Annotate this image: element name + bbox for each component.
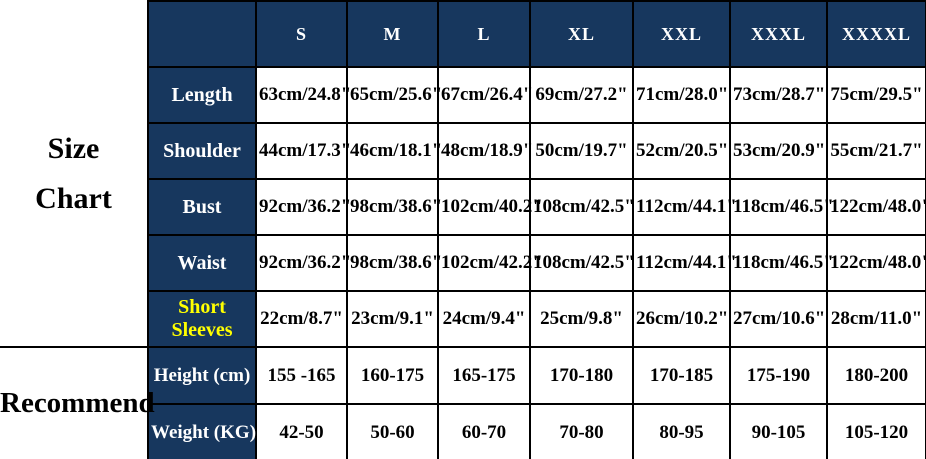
size-chart-title-line2: Chart: [35, 181, 112, 215]
row-label-weight: Weight (KG): [147, 403, 257, 459]
cell-waist-xl: 108cm/42.5": [529, 234, 635, 292]
cell-weight-s: 42-50: [255, 403, 348, 459]
cell-bust-m: 98cm/38.6": [346, 178, 442, 236]
cell-shoulder-l: 48cm/18.9": [437, 122, 533, 180]
row-length: Length 63cm/24.8" 65cm/25.6" 67cm/26.4" …: [0, 66, 926, 124]
cell-waist-s: 92cm/36.2": [255, 234, 351, 292]
cell-length-xl: 69cm/27.2": [529, 66, 634, 124]
cell-shoulder-s: 44cm/17.3": [255, 122, 351, 180]
row-label-short-sleeves: Short Sleeves: [147, 290, 257, 348]
size-header-xxxl: XXXL: [729, 0, 828, 68]
cell-bust-s: 92cm/36.2": [255, 178, 351, 236]
header-row: Size Chart S M L XL XXL XXXL XXXXL: [0, 0, 926, 347]
size-header-l: L: [437, 0, 531, 68]
row-shoulder: Shoulder 44cm/17.3" 46cm/18.1" 48cm/18.9…: [0, 122, 926, 180]
cell-bust-xxl: 112cm/44.1": [632, 178, 737, 236]
cell-height-xxxxl: 180-200: [826, 346, 926, 405]
row-label-bust: Bust: [147, 178, 257, 236]
size-header-xxl: XXL: [632, 0, 731, 68]
cell-height-xxxl: 175-190: [729, 346, 828, 405]
corner-cell: [147, 0, 257, 68]
size-header-m: M: [346, 0, 439, 68]
cell-waist-xxl: 112cm/44.1": [632, 234, 737, 292]
row-label-height: Height (cm): [147, 346, 257, 405]
size-header-xxxxl: XXXXL: [826, 0, 926, 68]
cell-weight-xl: 70-80: [529, 403, 634, 459]
recommend-section-title: Recommend: [0, 346, 155, 459]
cell-height-xxl: 170-185: [632, 346, 731, 405]
cell-height-m: 160-175: [346, 346, 439, 405]
cell-waist-xxxl: 118cm/46.5": [729, 234, 834, 292]
cell-length-s: 63cm/24.8": [255, 66, 351, 124]
row-height: Recommend Height (cm) 155 -165 160-175 1…: [0, 346, 926, 459]
cell-weight-l: 60-70: [437, 403, 531, 459]
size-header-s: S: [255, 0, 348, 68]
cell-short-sleeves-s: 22cm/8.7": [255, 290, 348, 348]
cell-shoulder-xxxxl: 55cm/21.7": [826, 122, 926, 180]
cell-shoulder-xxxl: 53cm/20.9": [729, 122, 828, 180]
row-weight: Weight (KG) 42-50 50-60 60-70 70-80 80-9…: [0, 403, 926, 459]
cell-bust-xl: 108cm/42.5": [529, 178, 635, 236]
cell-height-s: 155 -165: [255, 346, 348, 405]
cell-weight-xxxl: 90-105: [729, 403, 828, 459]
size-header-xl: XL: [529, 0, 634, 68]
size-chart-title-line1: Size: [47, 132, 100, 165]
cell-short-sleeves-xxl: 26cm/10.2": [632, 290, 731, 348]
cell-bust-xxxl: 118cm/46.5": [729, 178, 834, 236]
size-chart-section-title: Size Chart: [0, 1, 148, 347]
row-waist: Waist 92cm/36.2" 98cm/38.6" 102cm/42.2" …: [0, 234, 926, 292]
cell-shoulder-m: 46cm/18.1": [346, 122, 442, 180]
row-bust: Bust 92cm/36.2" 98cm/38.6" 102cm/40.2" 1…: [0, 178, 926, 236]
cell-length-l: 67cm/26.4": [437, 66, 533, 124]
cell-bust-xxxxl: 122cm/48.0": [826, 178, 926, 236]
cell-weight-xxl: 80-95: [632, 403, 731, 459]
cell-weight-xxxxl: 105-120: [826, 403, 926, 459]
cell-short-sleeves-m: 23cm/9.1": [346, 290, 439, 348]
cell-length-xxxl: 73cm/28.7": [729, 66, 828, 124]
cell-height-xl: 170-180: [529, 346, 634, 405]
cell-bust-l: 102cm/40.2": [437, 178, 543, 236]
cell-waist-l: 102cm/42.2": [437, 234, 543, 292]
cell-shoulder-xl: 50cm/19.7": [529, 122, 634, 180]
row-label-waist: Waist: [147, 234, 257, 292]
cell-short-sleeves-xxxxl: 28cm/11.0": [826, 290, 926, 348]
row-short-sleeves: Short Sleeves 22cm/8.7" 23cm/9.1" 24cm/9…: [0, 290, 926, 348]
cell-length-m: 65cm/25.6": [346, 66, 442, 124]
cell-waist-m: 98cm/38.6": [346, 234, 442, 292]
cell-height-l: 165-175: [437, 346, 531, 405]
row-label-shoulder: Shoulder: [147, 122, 257, 180]
cell-weight-m: 50-60: [346, 403, 439, 459]
cell-waist-xxxxl: 122cm/48.0": [826, 234, 926, 292]
cell-short-sleeves-xxxl: 27cm/10.6": [729, 290, 828, 348]
cell-shoulder-xxl: 52cm/20.5": [632, 122, 731, 180]
cell-length-xxxxl: 75cm/29.5": [826, 66, 926, 124]
cell-short-sleeves-l: 24cm/9.4": [437, 290, 531, 348]
row-label-length: Length: [147, 66, 257, 124]
cell-length-xxl: 71cm/28.0": [632, 66, 731, 124]
cell-short-sleeves-xl: 25cm/9.8": [529, 290, 634, 348]
